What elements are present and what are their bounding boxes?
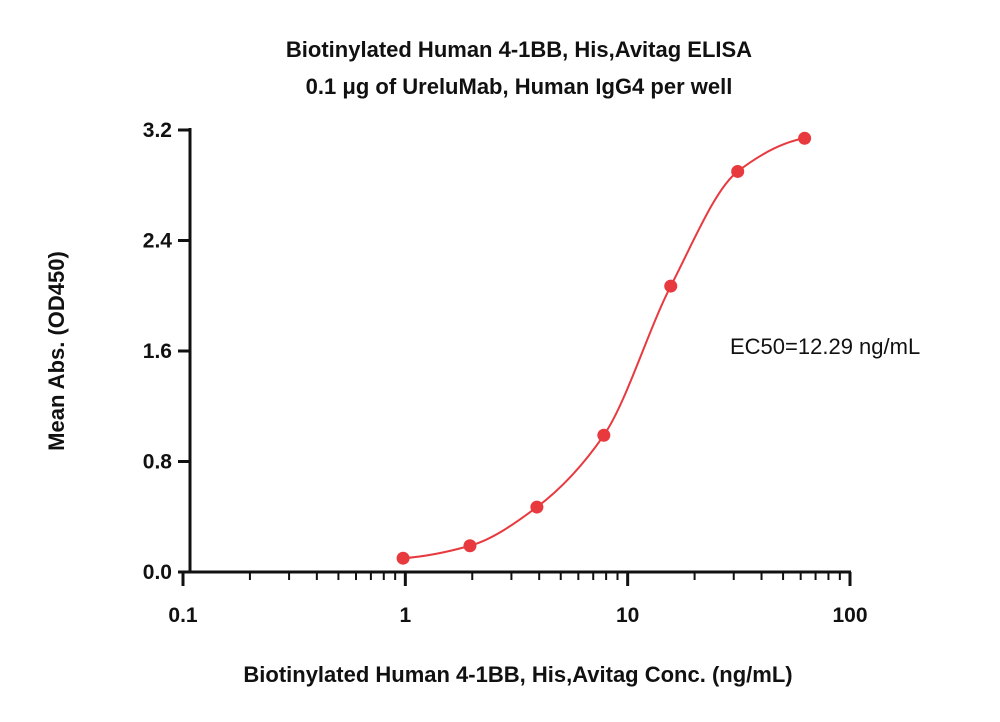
x-tick-label: 1 (399, 604, 411, 627)
data-points (396, 131, 812, 565)
y-axis-ticks: 0.0 0.8 1.6 2.4 3.2 (143, 119, 190, 584)
y-axis-label: Mean Abs. (OD450) (44, 251, 69, 451)
data-point (597, 428, 611, 442)
y-tick-label: 1.6 (143, 340, 172, 363)
x-axis-label: Biotinylated Human 4-1BB, His,Avitag Con… (243, 662, 792, 687)
x-tick-label: 0.1 (168, 604, 198, 627)
chart-title: Biotinylated Human 4-1BB, His,Avitag ELI… (286, 37, 752, 62)
data-point (463, 539, 477, 553)
chart-subtitle: 0.1 μg of UreluMab, Human IgG4 per well (306, 74, 733, 99)
x-axis-ticks: 0.1 1 10 100 (168, 572, 868, 627)
y-tick-label: 2.4 (143, 230, 173, 253)
data-point (664, 279, 678, 293)
ec50-annotation: EC50=12.29 ng/mL (730, 334, 920, 359)
data-point (530, 500, 544, 514)
y-tick-label: 0.0 (143, 561, 172, 584)
x-tick-label: 10 (616, 604, 639, 627)
data-point (798, 131, 812, 145)
data-point (396, 551, 410, 565)
y-tick-label: 3.2 (143, 119, 172, 142)
y-tick-label: 0.8 (143, 451, 173, 474)
data-point (731, 164, 745, 178)
x-tick-label: 100 (832, 604, 867, 627)
